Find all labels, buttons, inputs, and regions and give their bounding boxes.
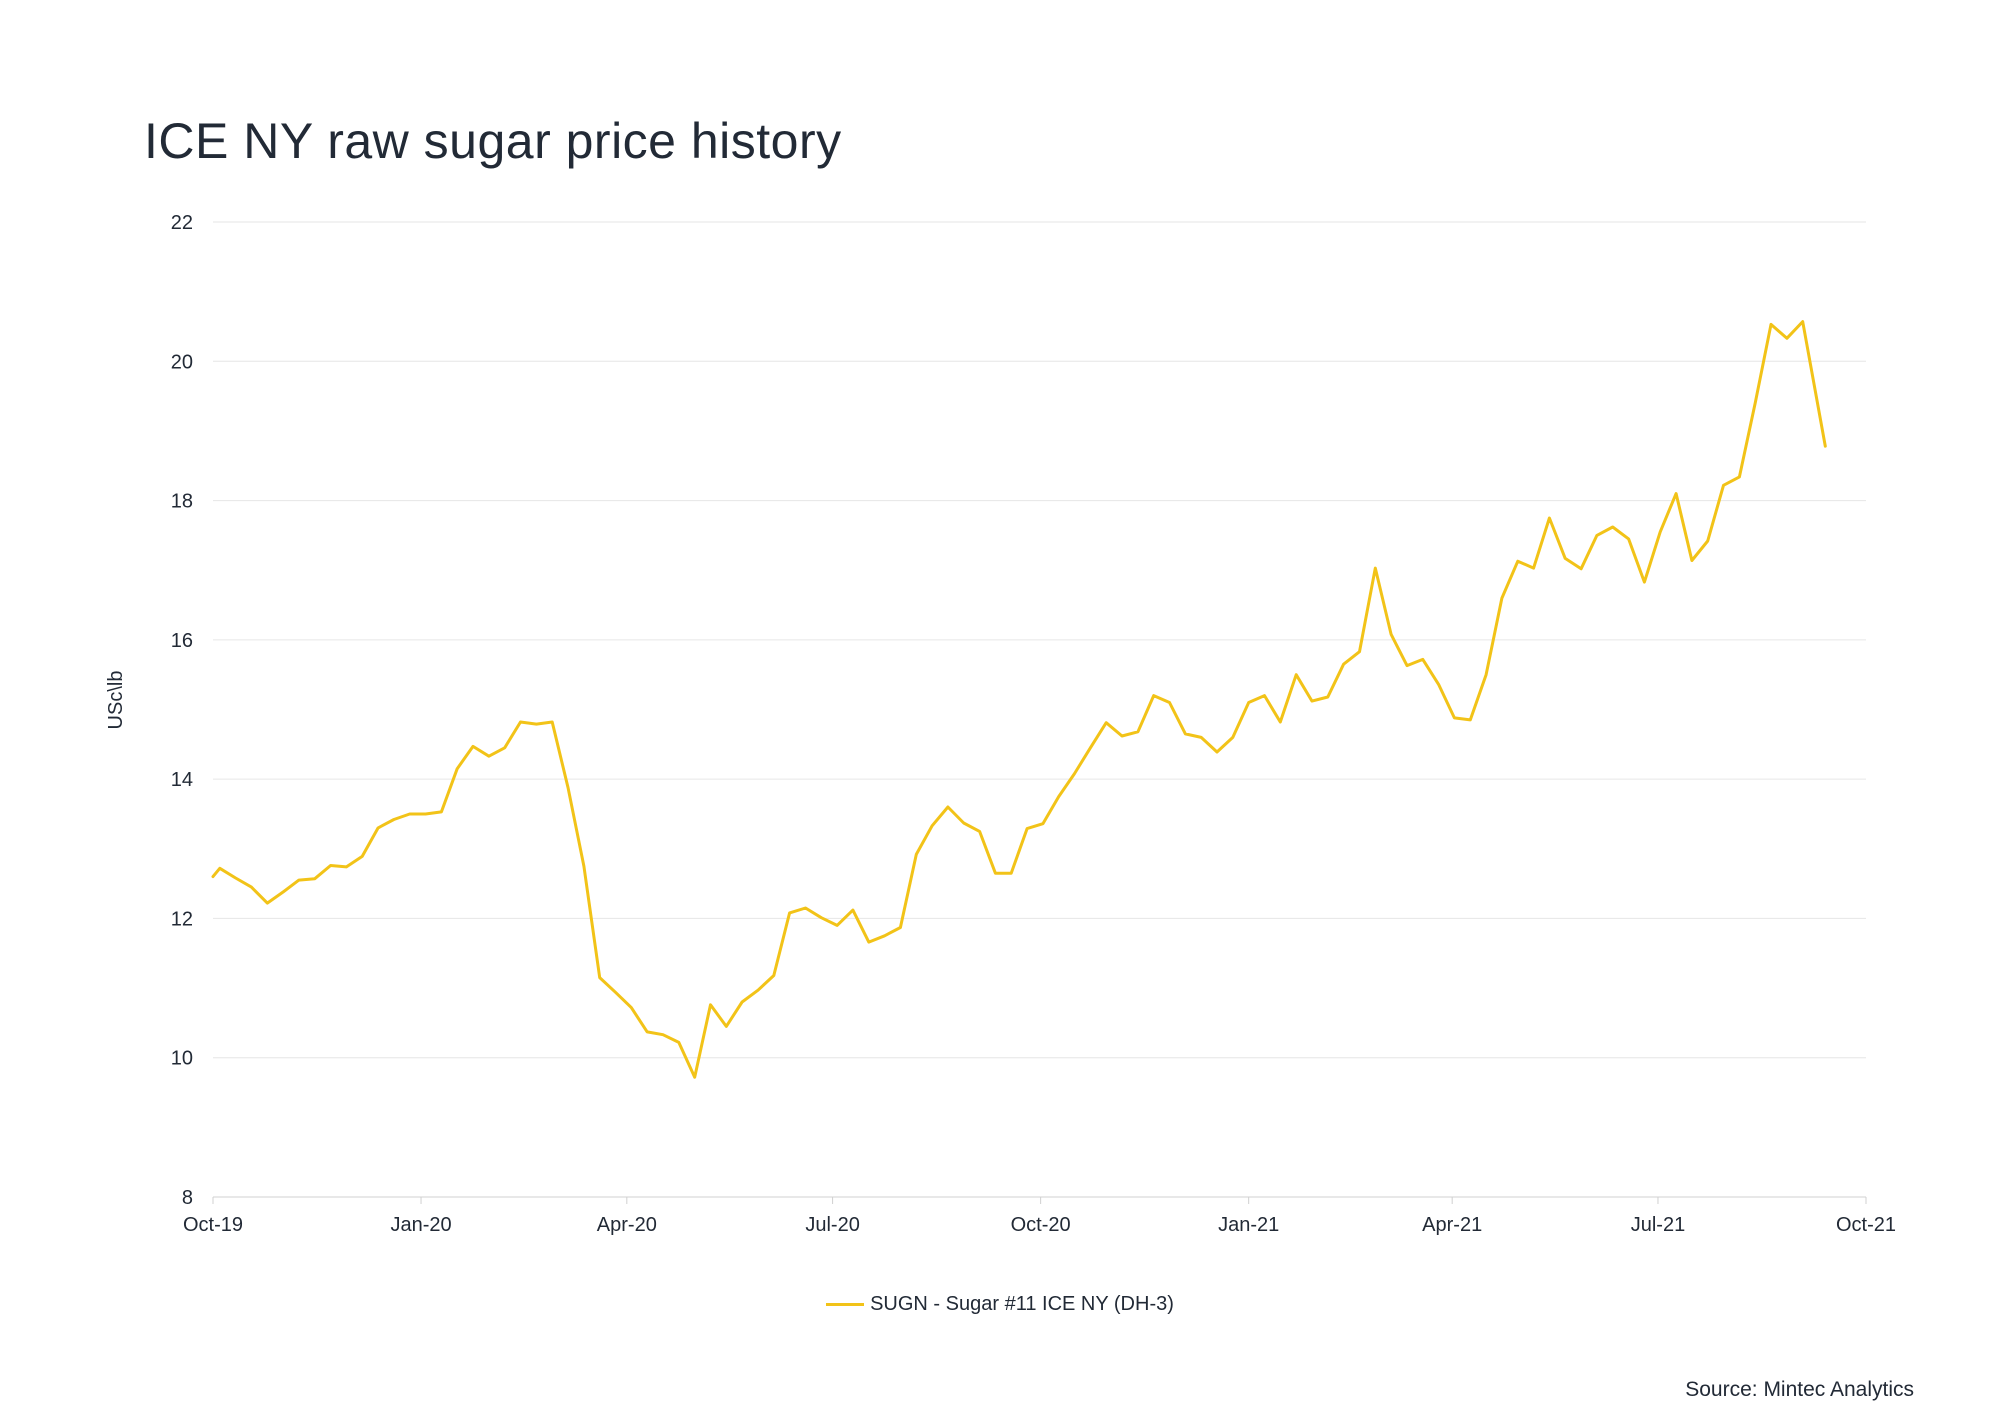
source-label: Source: Mintec Analytics — [1685, 1378, 1914, 1401]
x-tick-label: Apr-20 — [597, 1214, 657, 1236]
x-tick-label: Jul-20 — [805, 1214, 859, 1236]
x-tick-label: Apr-21 — [1422, 1214, 1482, 1236]
y-tick-label: 12 — [171, 908, 193, 930]
y-tick-label: 14 — [171, 769, 193, 791]
y-tick-label: 18 — [171, 491, 193, 513]
x-tick-label: Oct-20 — [1011, 1214, 1071, 1236]
x-axis: Oct-19 Jan-20 Apr-20 Jul-20 Oct-20 Jan-21 Apr-… — [183, 1196, 1896, 1236]
y-tick-label: 16 — [171, 630, 193, 652]
legend[interactable]: SUGN - Sugar #11 ICE NY (DH-3) — [0, 1293, 2000, 1316]
y-tick-label: 22 — [171, 212, 193, 234]
x-tick-label: Jan-21 — [1218, 1214, 1279, 1236]
gridlines — [213, 221, 1866, 1059]
y-axis-ticks: 8 10 12 14 16 18 20 22 — [171, 212, 193, 1209]
x-tick-label: Oct-19 — [183, 1214, 243, 1236]
chart-title: ICE NY raw sugar price history — [144, 113, 842, 169]
x-tick-label: Jan-20 — [390, 1214, 451, 1236]
y-tick-label: 20 — [171, 351, 193, 373]
y-axis-label: USc\lb — [105, 671, 127, 730]
x-tick-label: Oct-21 — [1836, 1214, 1896, 1236]
y-tick-label: 8 — [182, 1187, 193, 1209]
x-tick-label: Jul-21 — [1631, 1214, 1685, 1236]
y-tick-label: 10 — [171, 1048, 193, 1070]
legend-label-sugn: SUGN - Sugar #11 ICE NY (DH-3) — [870, 1293, 1174, 1315]
series-line-sugn[interactable] — [211, 320, 1827, 1079]
series-group — [211, 320, 1827, 1079]
legend-swatch-sugn — [826, 1303, 865, 1306]
